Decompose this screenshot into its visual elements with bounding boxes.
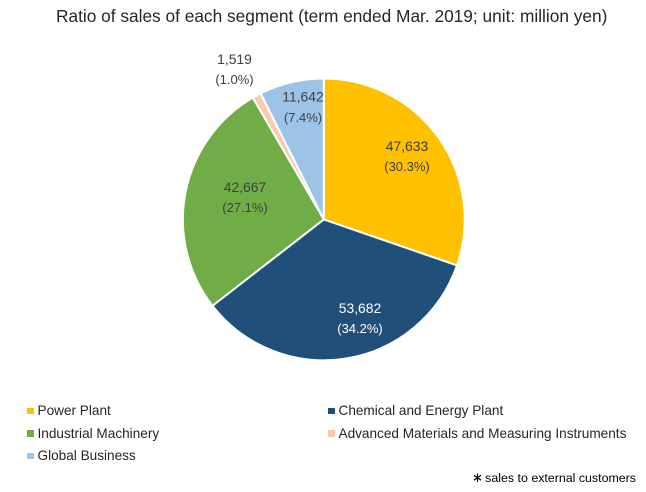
svg-text:(7.4%): (7.4%) <box>284 110 322 125</box>
svg-text:42,667: 42,667 <box>224 179 267 195</box>
svg-text:53,682: 53,682 <box>339 300 382 316</box>
svg-text:(34.2%): (34.2%) <box>337 321 383 336</box>
svg-text:47,633: 47,633 <box>386 138 429 154</box>
svg-text:1,519: 1,519 <box>217 51 252 67</box>
svg-text:(30.3%): (30.3%) <box>384 159 430 174</box>
svg-text:11,642: 11,642 <box>282 89 324 105</box>
svg-text:(27.1%): (27.1%) <box>222 200 268 215</box>
svg-text:(1.0%): (1.0%) <box>215 72 253 87</box>
